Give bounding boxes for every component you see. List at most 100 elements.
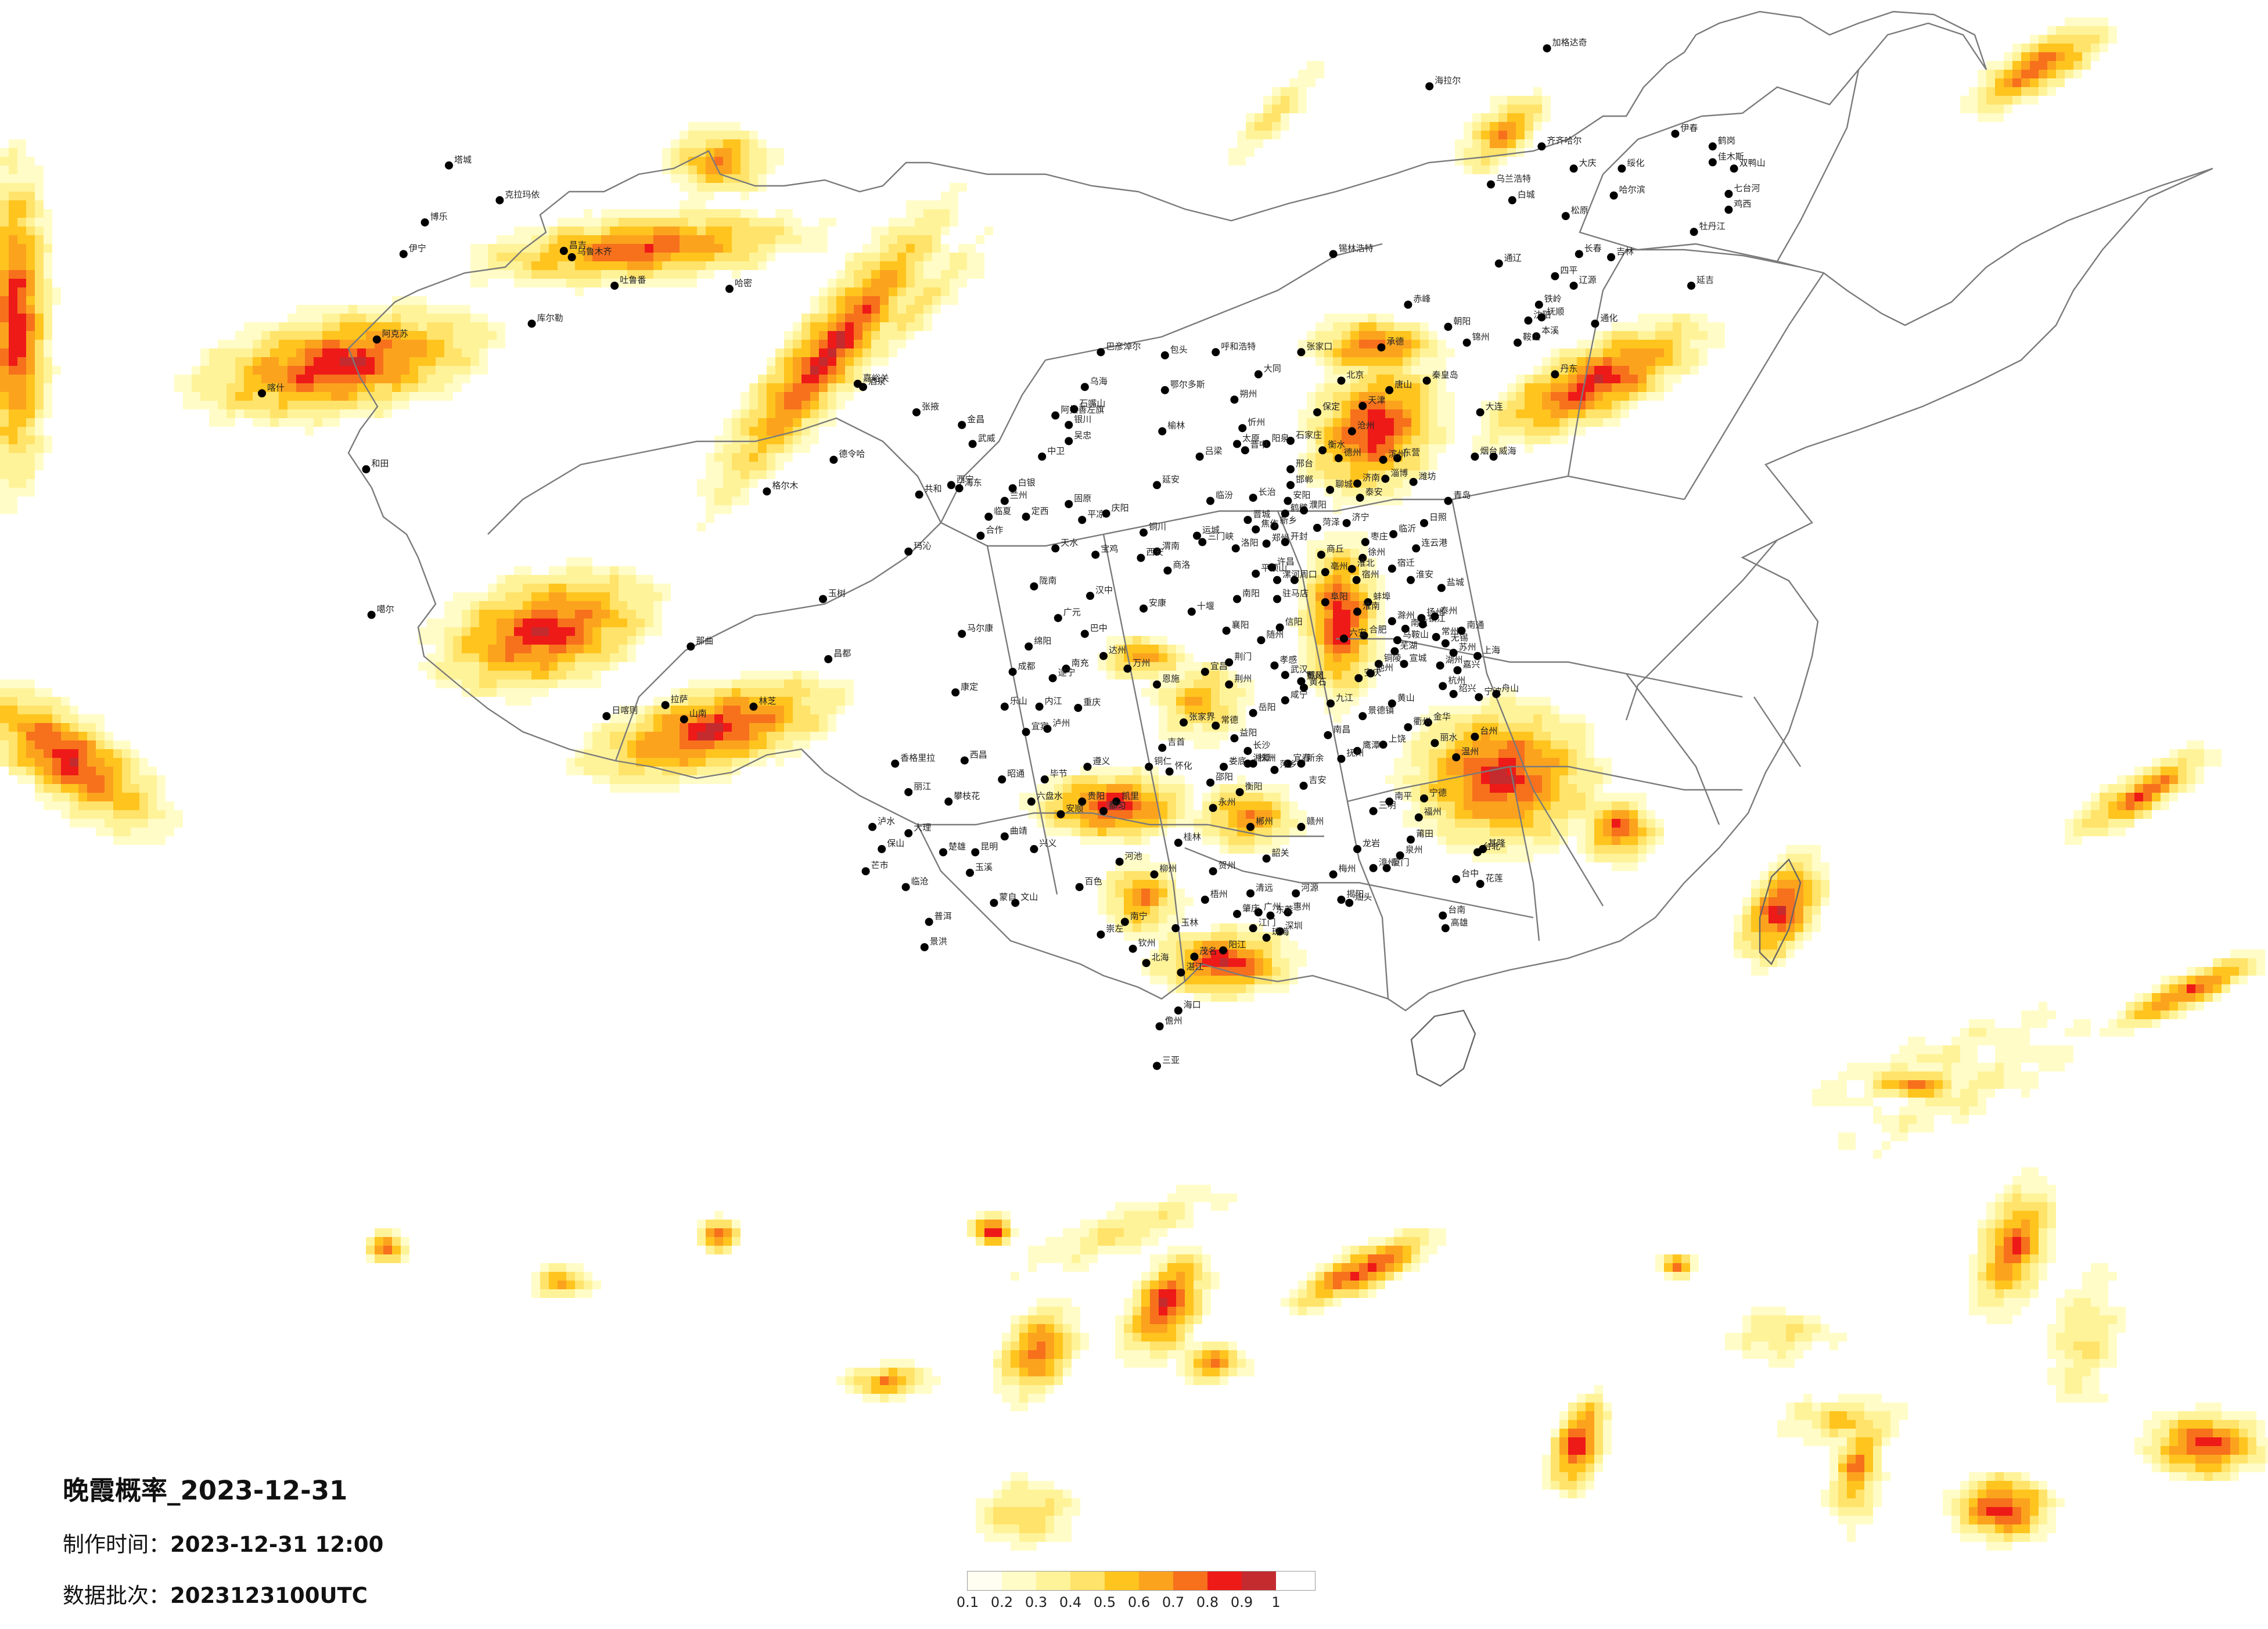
probability-cell: [714, 679, 723, 688]
probability-cell: [1333, 357, 1342, 366]
probability-cell: [714, 758, 723, 767]
probability-cell: [1159, 880, 1167, 889]
probability-cell: [9, 688, 17, 697]
probability-cell: [1803, 871, 1812, 880]
probability-cell: [732, 697, 741, 706]
probability-cell: [1315, 331, 1324, 340]
probability-cell: [1516, 401, 1525, 409]
probability-cell: [714, 697, 723, 706]
probability-cell: [44, 444, 52, 453]
probability-cell: [1359, 375, 1368, 383]
probability-cell: [1368, 645, 1376, 653]
probability-cell: [1629, 357, 1638, 366]
probability-cell: [1342, 444, 1350, 453]
probability-cell: [2169, 1002, 2178, 1011]
probability-cell: [1150, 697, 1159, 706]
probability-cell: [836, 366, 845, 375]
probability-cell: [749, 166, 758, 174]
probability-cell: [1472, 810, 1481, 819]
probability-cell: [558, 627, 566, 636]
probability-cell: [697, 166, 706, 174]
probability-cell: [1263, 941, 1272, 950]
probability-cell: [96, 775, 105, 784]
probability-cell: [1760, 958, 1769, 967]
probability-cell: [1995, 1054, 2004, 1063]
probability-cell: [1464, 836, 1472, 845]
probability-cell: [1411, 409, 1420, 418]
probability-cell: [688, 714, 697, 723]
probability-cell: [697, 767, 706, 775]
probability-cell: [1647, 340, 1655, 348]
probability-cell: [35, 200, 44, 209]
probability-cell: [1141, 775, 1150, 784]
probability-cell: [662, 157, 671, 166]
probability-cell: [52, 714, 61, 723]
probability-cell: [505, 584, 514, 592]
probability-cell: [427, 636, 436, 645]
probability-cell: [793, 375, 801, 383]
probability-cell: [1420, 418, 1429, 427]
probability-cell: [479, 244, 488, 253]
probability-cell: [2161, 767, 2169, 775]
probability-cell: [2047, 1228, 2056, 1237]
probability-cell: [505, 601, 514, 610]
probability-cell: [2004, 1045, 2012, 1054]
probability-cell: [1786, 941, 1795, 950]
probability-cell: [697, 758, 706, 767]
probability-cell: [793, 235, 801, 244]
probability-cell: [1342, 409, 1350, 418]
probability-cell: [2230, 958, 2239, 967]
probability-cell: [200, 392, 209, 401]
probability-cell: [801, 375, 810, 383]
probability-cell: [1159, 784, 1167, 793]
probability-cell: [1124, 1211, 1133, 1220]
probability-cell: [2039, 1063, 2047, 1071]
probability-cell: [636, 270, 645, 279]
probability-cell: [26, 479, 35, 488]
probability-cell: [1542, 357, 1551, 366]
probability-cell: [1498, 854, 1507, 862]
probability-cell: [1333, 340, 1342, 348]
probability-cell: [2047, 70, 2056, 78]
probability-cell: [1202, 984, 1211, 993]
probability-cell: [723, 775, 732, 784]
probability-cell: [0, 418, 9, 427]
probability-cell: [1960, 1080, 1969, 1089]
probability-cell: [793, 244, 801, 253]
probability-cell: [1385, 427, 1394, 436]
probability-cell: [749, 235, 758, 244]
probability-cell: [1220, 845, 1228, 854]
probability-cell: [78, 758, 87, 767]
probability-cell: [1342, 584, 1350, 592]
probability-cell: [514, 261, 523, 270]
probability-cell: [1211, 1202, 1220, 1211]
probability-cell: [1220, 706, 1228, 714]
probability-cell: [1150, 958, 1159, 967]
probability-cell: [1237, 679, 1246, 688]
probability-cell: [2091, 828, 2100, 836]
probability-cell: [1324, 409, 1333, 418]
probability-cell: [1324, 366, 1333, 375]
probability-cell: [2126, 793, 2134, 801]
probability-cell: [1490, 810, 1498, 819]
probability-cell: [1376, 645, 1385, 653]
probability-cell: [706, 183, 714, 192]
probability-cell: [1490, 105, 1498, 113]
probability-cell: [1986, 1080, 1995, 1089]
probability-cell: [793, 740, 801, 749]
probability-cell: [1167, 775, 1176, 784]
probability-cell: [1525, 131, 1533, 139]
probability-cell: [549, 679, 558, 688]
probability-cell: [9, 305, 17, 314]
probability-cell: [2134, 1011, 2143, 1019]
probability-cell: [44, 314, 52, 322]
probability-cell: [1995, 1211, 2004, 1220]
probability-cell: [1586, 723, 1594, 732]
probability-cell: [348, 314, 357, 322]
probability-cell: [1376, 357, 1385, 366]
probability-cell: [1281, 836, 1289, 845]
probability-cell: [1054, 1237, 1063, 1246]
probability-cell: [1194, 1185, 1202, 1193]
probability-cell: [9, 706, 17, 714]
probability-cell: [1237, 139, 1246, 148]
